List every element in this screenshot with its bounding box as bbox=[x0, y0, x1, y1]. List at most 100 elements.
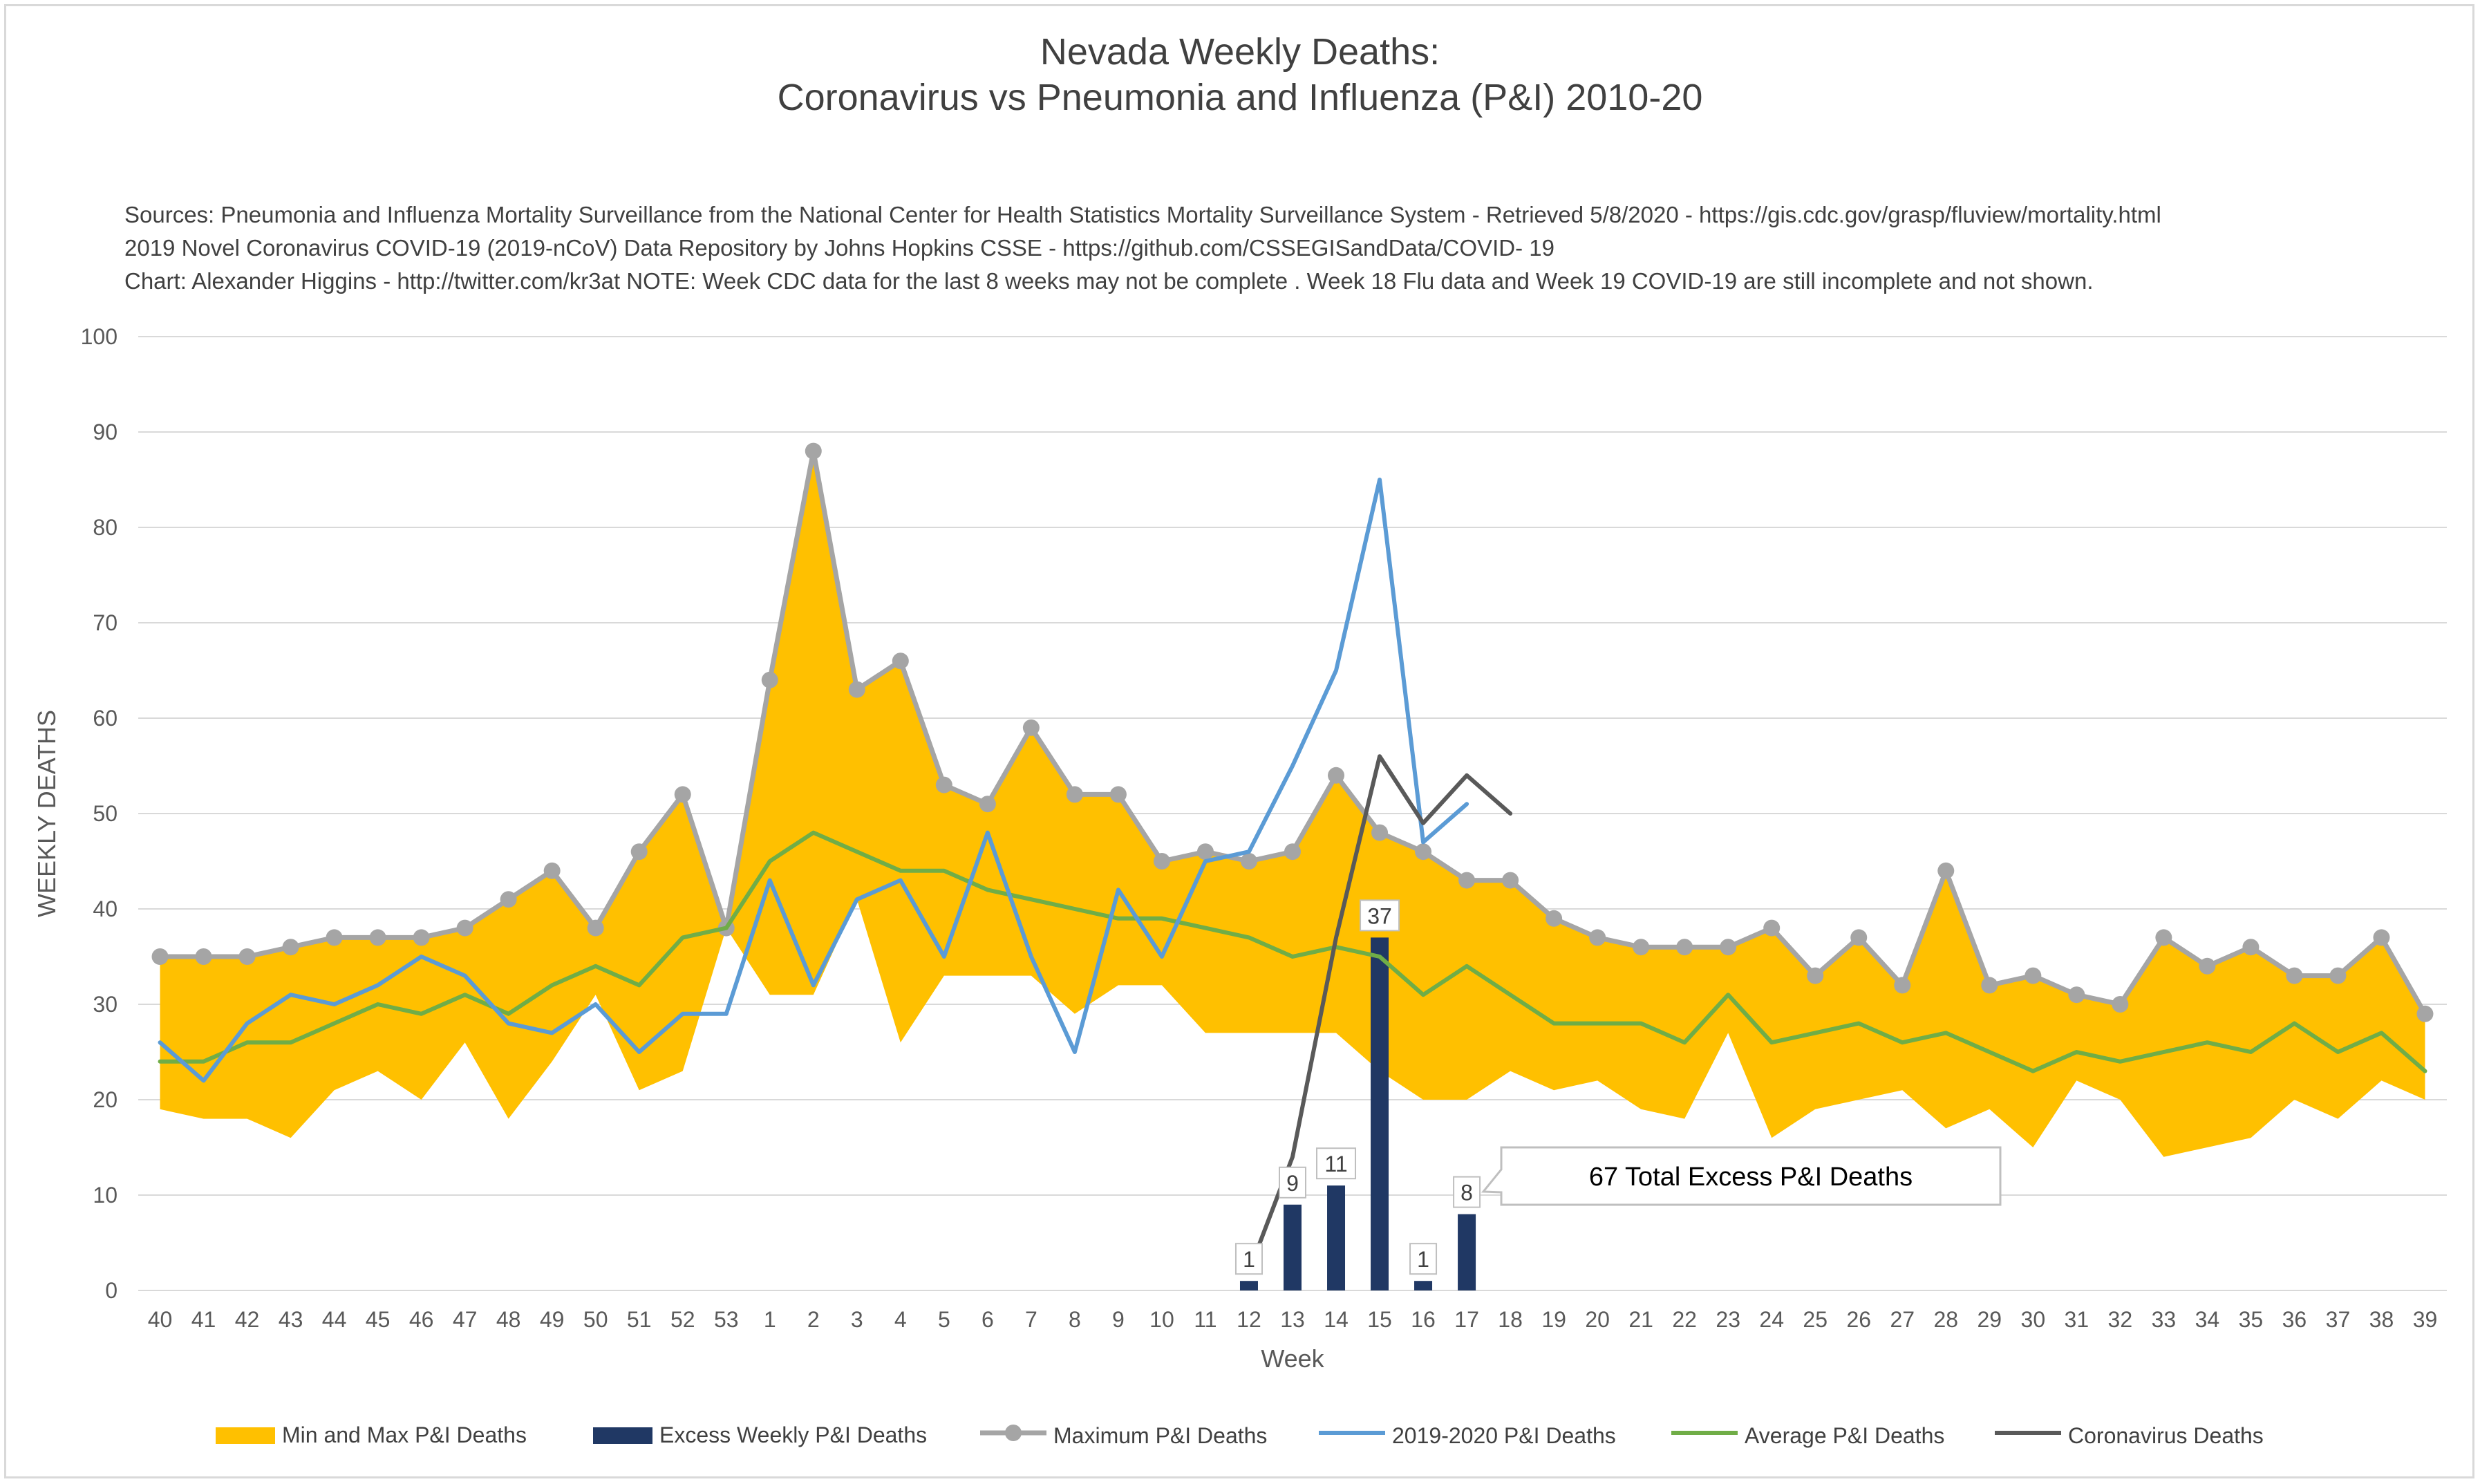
source-note-line: Chart: Alexander Higgins - http://twitte… bbox=[124, 268, 2094, 294]
excess-data-label: 11 bbox=[1324, 1152, 1347, 1176]
x-tick-label: 4 bbox=[894, 1307, 907, 1332]
maximum-marker bbox=[630, 843, 648, 861]
x-tick-label: 36 bbox=[2282, 1307, 2307, 1332]
excess-data-label: 37 bbox=[1367, 903, 1392, 928]
maximum-marker bbox=[238, 948, 256, 965]
maximum-marker bbox=[1153, 853, 1170, 870]
maximum-marker bbox=[2025, 967, 2042, 984]
chart-title-line-2: Coronavirus vs Pneumonia and Influenza (… bbox=[777, 77, 1703, 118]
annotation-label: 67 Total Excess P&I Deaths bbox=[1589, 1163, 1913, 1192]
maximum-marker bbox=[2242, 939, 2260, 956]
maximum-marker bbox=[1502, 872, 1519, 889]
x-tick-label: 52 bbox=[670, 1307, 695, 1332]
x-tick-label: 31 bbox=[2065, 1307, 2089, 1332]
maximum-marker bbox=[326, 929, 343, 946]
x-tick-label: 37 bbox=[2326, 1307, 2351, 1332]
legend-swatch bbox=[593, 1427, 652, 1444]
y-tick-label: 80 bbox=[93, 515, 118, 540]
maximum-marker bbox=[1763, 919, 1781, 937]
maximum-marker bbox=[1894, 977, 1911, 994]
x-tick-label: 1 bbox=[764, 1307, 776, 1332]
legend-swatch bbox=[1671, 1422, 1738, 1449]
maximum-marker bbox=[1196, 843, 1214, 861]
x-tick-label: 25 bbox=[1803, 1307, 1828, 1332]
legend-item: Average P&I Deaths bbox=[1671, 1422, 1944, 1449]
data-label-box bbox=[1409, 1243, 1438, 1275]
excess-bar bbox=[1284, 1204, 1302, 1290]
x-tick-label: 9 bbox=[1112, 1307, 1125, 1332]
y-tick-label: 40 bbox=[93, 896, 118, 921]
legend-item: 2019-2020 P&I Deaths bbox=[1319, 1422, 1616, 1449]
excess-data-label: 1 bbox=[1417, 1247, 1429, 1272]
maximum-marker bbox=[1633, 939, 1650, 956]
source-line-2: 2019 Novel Coronavirus COVID-19 (2019-nC… bbox=[124, 235, 1554, 261]
x-tick-label: 17 bbox=[1454, 1307, 1479, 1332]
maximum-marker bbox=[2112, 996, 2129, 1013]
excess-bar bbox=[1414, 1281, 1433, 1290]
x-tick-label: 35 bbox=[2239, 1307, 2264, 1332]
maximum-marker bbox=[195, 948, 212, 965]
legend-label: Coronavirus Deaths bbox=[2068, 1422, 2264, 1448]
x-tick-label: 51 bbox=[627, 1307, 652, 1332]
maximum-marker bbox=[2416, 1005, 2434, 1022]
x-tick-label: 16 bbox=[1411, 1307, 1436, 1332]
maximum-marker bbox=[587, 919, 604, 937]
data-label-box bbox=[1279, 1166, 1306, 1199]
maximum-marker bbox=[1284, 843, 1301, 861]
y-tick-label: 50 bbox=[93, 801, 118, 826]
legend-item: Min and Max P&I Deaths bbox=[216, 1422, 527, 1448]
legend-item: Excess Weekly P&I Deaths bbox=[593, 1422, 927, 1448]
maximum-marker bbox=[1720, 939, 1737, 956]
x-tick-label: 10 bbox=[1149, 1307, 1174, 1332]
x-tick-label: 33 bbox=[2152, 1307, 2177, 1332]
legend-swatch bbox=[980, 1422, 1046, 1449]
x-tick-label: 46 bbox=[409, 1307, 434, 1332]
maximum-marker bbox=[2199, 957, 2216, 975]
x-tick-label: 50 bbox=[583, 1307, 608, 1332]
maximum-marker bbox=[2329, 967, 2347, 984]
x-tick-label: 22 bbox=[1672, 1307, 1697, 1332]
maximum-marker bbox=[413, 929, 430, 946]
chart-frame bbox=[4, 4, 2474, 1478]
x-axis-label: Week bbox=[1261, 1344, 1324, 1373]
x-tick-label: 7 bbox=[1025, 1307, 1037, 1332]
x-tick-label: 5 bbox=[938, 1307, 950, 1332]
maximum-marker bbox=[892, 652, 909, 670]
y-tick-label: 10 bbox=[93, 1183, 118, 1208]
legend-swatch bbox=[1995, 1422, 2061, 1449]
x-tick-label: 3 bbox=[851, 1307, 863, 1332]
maximum-marker bbox=[1240, 853, 1257, 870]
maximum-marker bbox=[1546, 910, 1563, 927]
y-tick-label: 70 bbox=[93, 610, 118, 635]
data-label-box bbox=[1234, 1243, 1263, 1275]
excess-data-label: 8 bbox=[1460, 1181, 1473, 1205]
maximum-marker bbox=[979, 796, 996, 813]
x-tick-label: 19 bbox=[1541, 1307, 1566, 1332]
maximum-marker bbox=[1589, 929, 1606, 946]
excess-bar bbox=[1371, 937, 1389, 1290]
maximum-marker bbox=[805, 442, 822, 460]
data-label-box bbox=[1316, 1147, 1357, 1180]
x-tick-label: 8 bbox=[1069, 1307, 1081, 1332]
x-tick-label: 43 bbox=[279, 1307, 303, 1332]
maximum-marker bbox=[2155, 929, 2172, 946]
x-tick-label: 44 bbox=[322, 1307, 347, 1332]
maximum-marker bbox=[456, 919, 473, 937]
x-tick-label: 48 bbox=[496, 1307, 521, 1332]
maximum-marker bbox=[1807, 967, 1824, 984]
x-tick-label: 6 bbox=[981, 1307, 994, 1332]
x-tick-label: 14 bbox=[1324, 1307, 1349, 1332]
y-tick-label: 20 bbox=[93, 1087, 118, 1112]
maximum-marker bbox=[500, 891, 517, 908]
y-tick-label: 60 bbox=[93, 706, 118, 731]
excess-bar bbox=[1239, 1281, 1258, 1290]
maximum-marker bbox=[1981, 977, 1998, 994]
y-tick-label: 0 bbox=[105, 1278, 118, 1303]
current-season-line bbox=[158, 478, 1469, 1083]
x-tick-label: 34 bbox=[2195, 1307, 2220, 1332]
maximum-marker bbox=[1937, 862, 1955, 879]
maximum-marker bbox=[1109, 786, 1127, 803]
maximum-marker bbox=[674, 786, 691, 803]
source-line-1: Sources: Pneumonia and Influenza Mortali… bbox=[124, 202, 2161, 227]
coronavirus-line bbox=[1246, 754, 1513, 1274]
